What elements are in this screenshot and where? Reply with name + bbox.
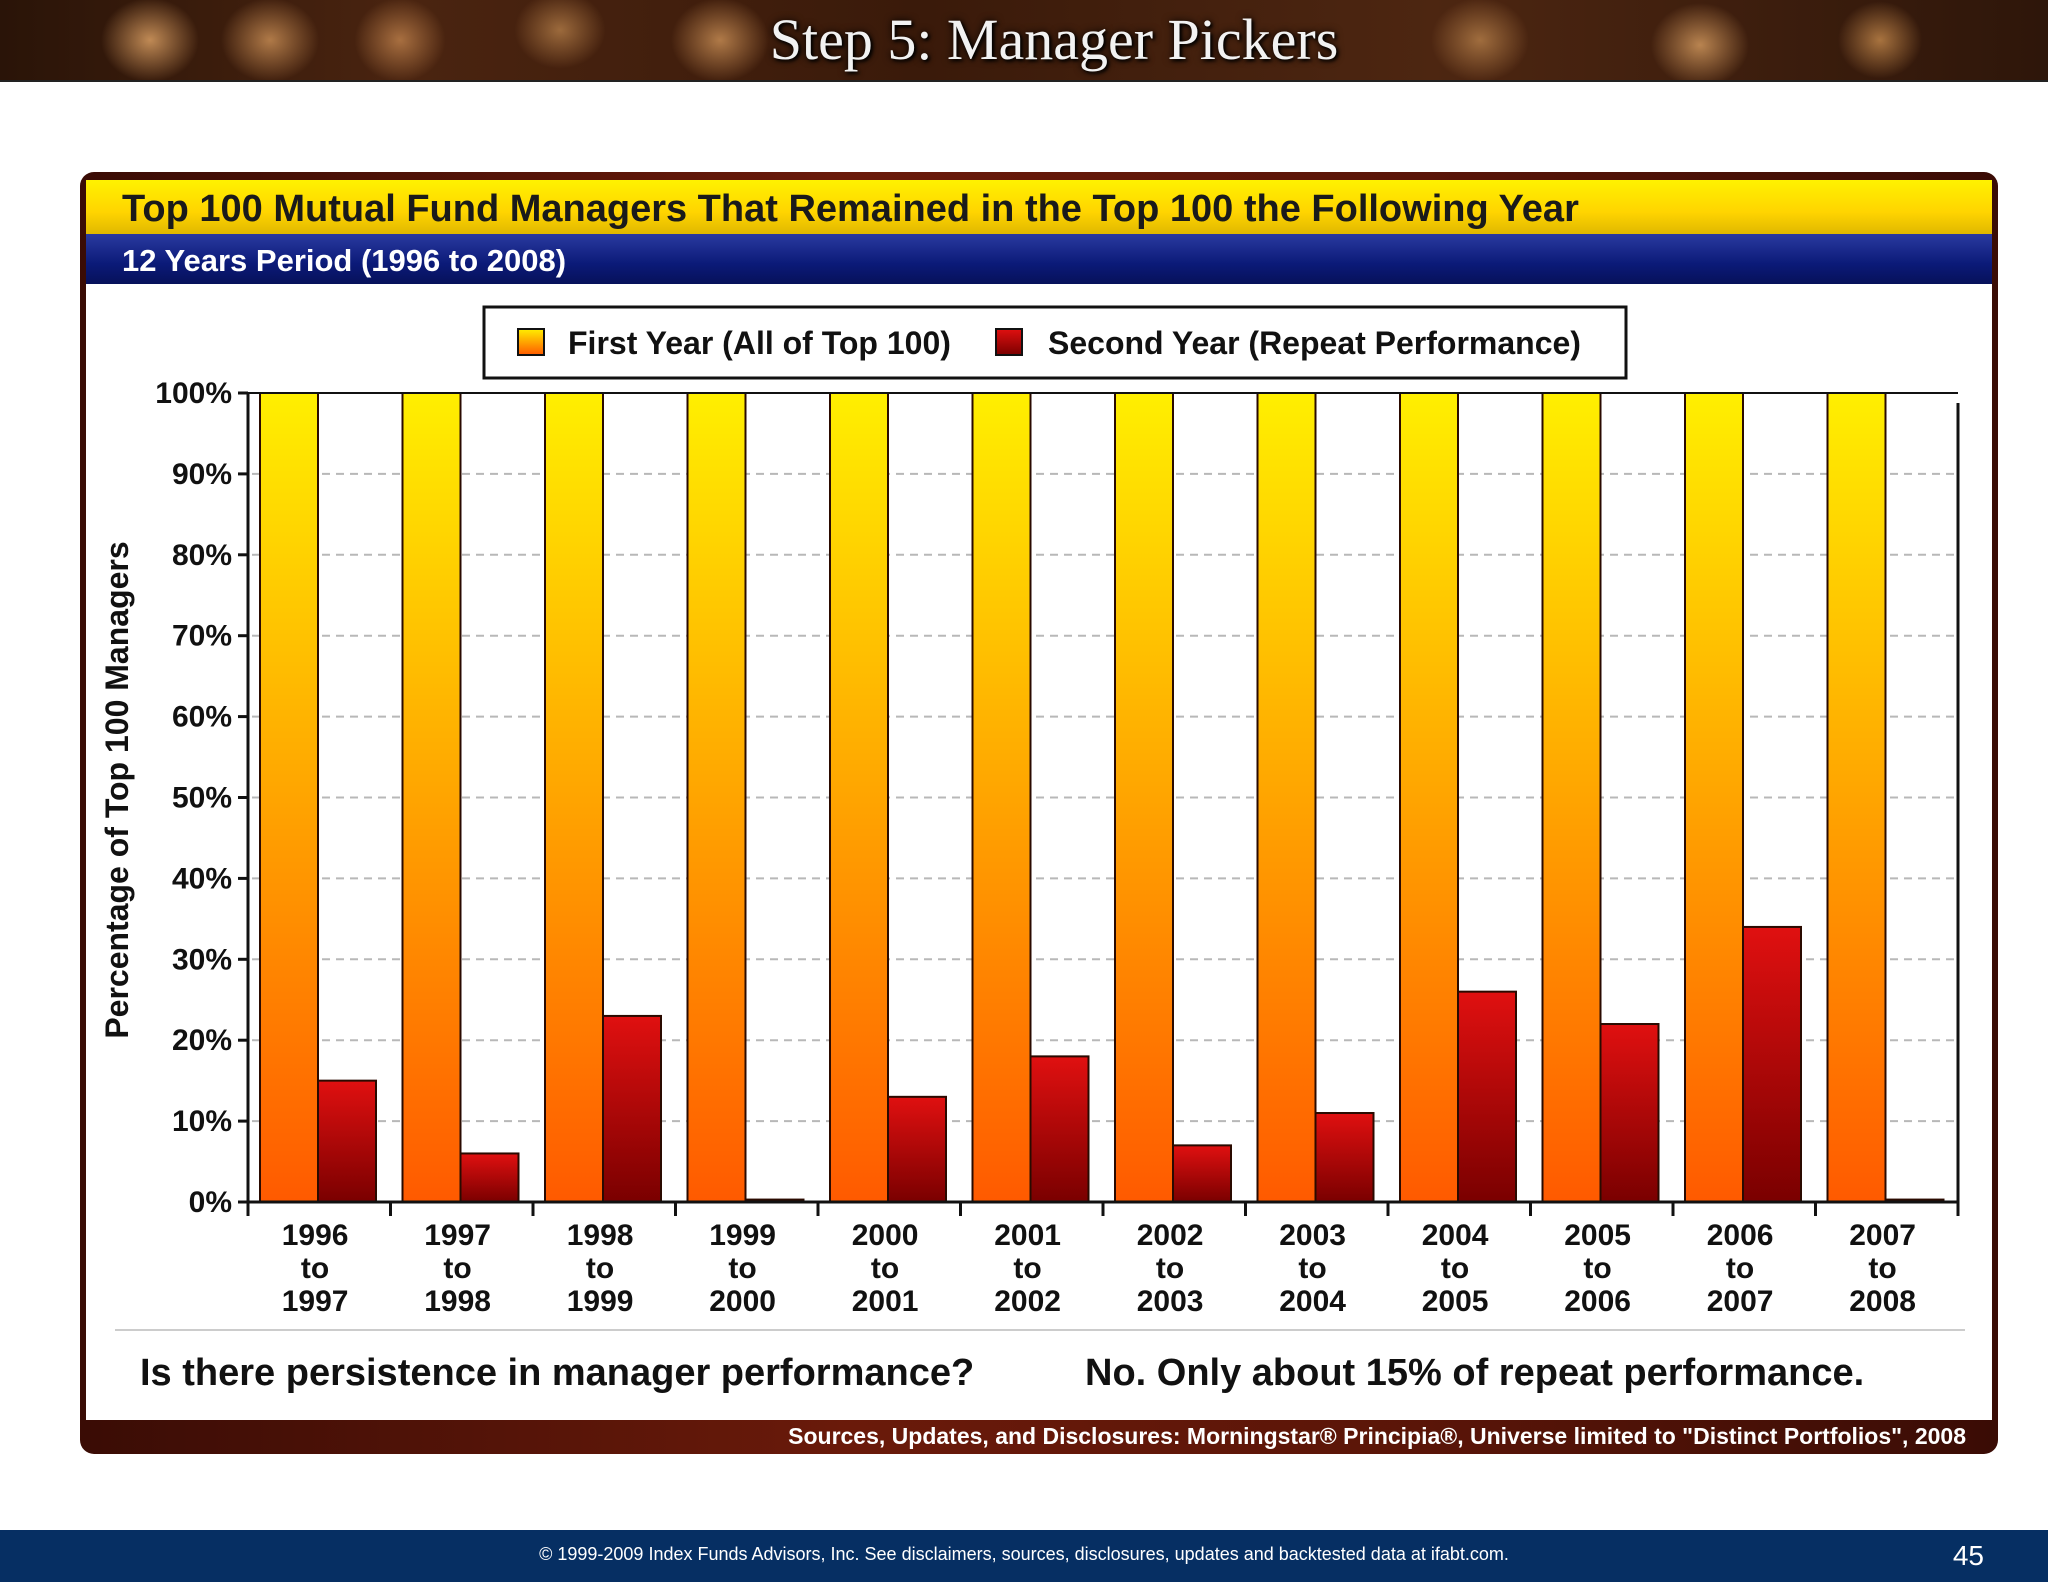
page-number: 45 [1952, 1540, 1984, 1571]
bar-first-year [1541, 392, 1602, 1203]
x-tick-label: 1999 [709, 1219, 776, 1252]
x-tick-label: 2002 [994, 1285, 1061, 1318]
header-banner: Step 5: Manager Pickers [0, 0, 2048, 82]
y-tick-label: 40% [172, 862, 232, 895]
caption-question: Is there persistence in manager performa… [140, 1352, 974, 1394]
y-tick-label: 70% [172, 620, 232, 653]
x-tick-label: 2003 [1279, 1219, 1346, 1252]
x-tick-label: 2001 [852, 1285, 919, 1318]
y-axis-label: Percentage of Top 100 Managers [99, 541, 135, 1038]
bar-first-year [1114, 392, 1174, 1203]
y-tick-label: 20% [172, 1024, 232, 1057]
y-tick-label: 10% [172, 1105, 232, 1138]
x-tick-label: to [1583, 1252, 1611, 1285]
bar-second-year [1742, 925, 1802, 1203]
legend-label: First Year (All of Top 100) [568, 325, 951, 361]
legend-swatch [995, 328, 1023, 356]
bar-second-year [887, 1095, 947, 1203]
x-tick-label: 1999 [567, 1285, 634, 1318]
bar-first-year [1826, 392, 1887, 1203]
bar-second-year [1314, 1112, 1375, 1204]
bar-second-year [1457, 990, 1517, 1203]
y-tick-label: 80% [172, 539, 232, 572]
bar-first-year [686, 392, 747, 1203]
chart-subtitle: 12 Years Period (1996 to 2008) [122, 243, 567, 278]
bar-first-year [544, 392, 604, 1203]
x-tick-label: 1997 [424, 1219, 491, 1252]
chart-title: Top 100 Mutual Fund Managers That Remain… [122, 188, 1579, 230]
x-tick-label: to [1868, 1252, 1896, 1285]
footer-bar: © 1999-2009 Index Funds Advisors, Inc. S… [0, 1530, 2048, 1582]
x-tick-label: to [443, 1252, 471, 1285]
x-tick-label: 1998 [567, 1219, 634, 1252]
x-tick-label: 2007 [1849, 1219, 1916, 1252]
bar-second-year [317, 1079, 377, 1204]
x-tick-label: 2005 [1564, 1219, 1631, 1252]
x-tick-label: 2000 [709, 1285, 776, 1318]
y-tick-label: 0% [189, 1186, 232, 1219]
bar-second-year [1599, 1023, 1660, 1204]
x-tick-label: 2008 [1849, 1285, 1916, 1318]
x-tick-label: 2000 [852, 1219, 919, 1252]
bar-second-year [1029, 1055, 1090, 1203]
x-tick-label: 2001 [994, 1219, 1061, 1252]
bar-first-year [1399, 392, 1459, 1203]
caption-answer: No. Only about 15% of repeat performance… [1085, 1352, 1864, 1394]
x-tick-label: to [1156, 1252, 1184, 1285]
bar-second-year [459, 1152, 520, 1203]
x-tick-label: 2007 [1707, 1285, 1774, 1318]
bar-first-year [829, 392, 889, 1203]
y-tick-label: 60% [172, 701, 232, 734]
x-tick-label: 2006 [1707, 1219, 1774, 1252]
bar-first-year [401, 392, 462, 1203]
grid-lines [252, 472, 1958, 1123]
bar-second-year [602, 1014, 662, 1203]
axes: 0%10%20%30%40%50%60%70%80%90%100%1996to1… [155, 377, 1960, 1318]
x-tick-label: to [586, 1252, 614, 1285]
bar-first-year [1684, 392, 1744, 1203]
chart-subtitle-bar: 12 Years Period (1996 to 2008) [86, 234, 1992, 284]
copyright-text: © 1999-2009 Index Funds Advisors, Inc. S… [539, 1544, 1509, 1564]
source-note: Sources, Updates, and Disclosures: Morni… [788, 1423, 1966, 1449]
x-tick-label: to [871, 1252, 899, 1285]
x-tick-label: to [728, 1252, 756, 1285]
x-tick-label: to [1441, 1252, 1469, 1285]
x-tick-label: 1997 [282, 1285, 349, 1318]
bars [259, 392, 1945, 1204]
bar-chart: 0%10%20%30%40%50%60%70%80%90%100%1996to1… [99, 305, 1965, 1394]
x-tick-label: to [1013, 1252, 1041, 1285]
slide-title: Step 5: Manager Pickers [769, 7, 1339, 72]
x-tick-label: 1996 [282, 1219, 349, 1252]
x-tick-label: 2003 [1137, 1285, 1204, 1318]
x-tick-label: to [1298, 1252, 1326, 1285]
y-tick-label: 50% [172, 782, 232, 815]
bar-first-year [971, 392, 1032, 1203]
x-tick-label: 2004 [1422, 1219, 1489, 1252]
x-tick-label: to [1726, 1252, 1754, 1285]
x-tick-label: 1998 [424, 1285, 491, 1318]
x-tick-label: 2005 [1422, 1285, 1489, 1318]
y-tick-label: 100% [155, 377, 232, 410]
x-tick-label: 2002 [1137, 1219, 1204, 1252]
x-tick-label: to [301, 1252, 329, 1285]
bar-first-year [259, 392, 319, 1203]
y-tick-label: 90% [172, 458, 232, 491]
bar-second-year [1172, 1144, 1232, 1203]
bar-first-year [1256, 392, 1317, 1203]
x-tick-label: 2006 [1564, 1285, 1631, 1318]
legend-swatch [517, 328, 545, 356]
y-tick-label: 30% [172, 943, 232, 976]
chart-title-bar: Top 100 Mutual Fund Managers That Remain… [86, 180, 1992, 234]
legend-box [482, 305, 1628, 380]
legend: First Year (All of Top 100) Second Year (… [482, 305, 1628, 380]
legend-label: Second Year (Repeat Performance) [1048, 325, 1581, 361]
x-tick-label: 2004 [1279, 1285, 1346, 1318]
